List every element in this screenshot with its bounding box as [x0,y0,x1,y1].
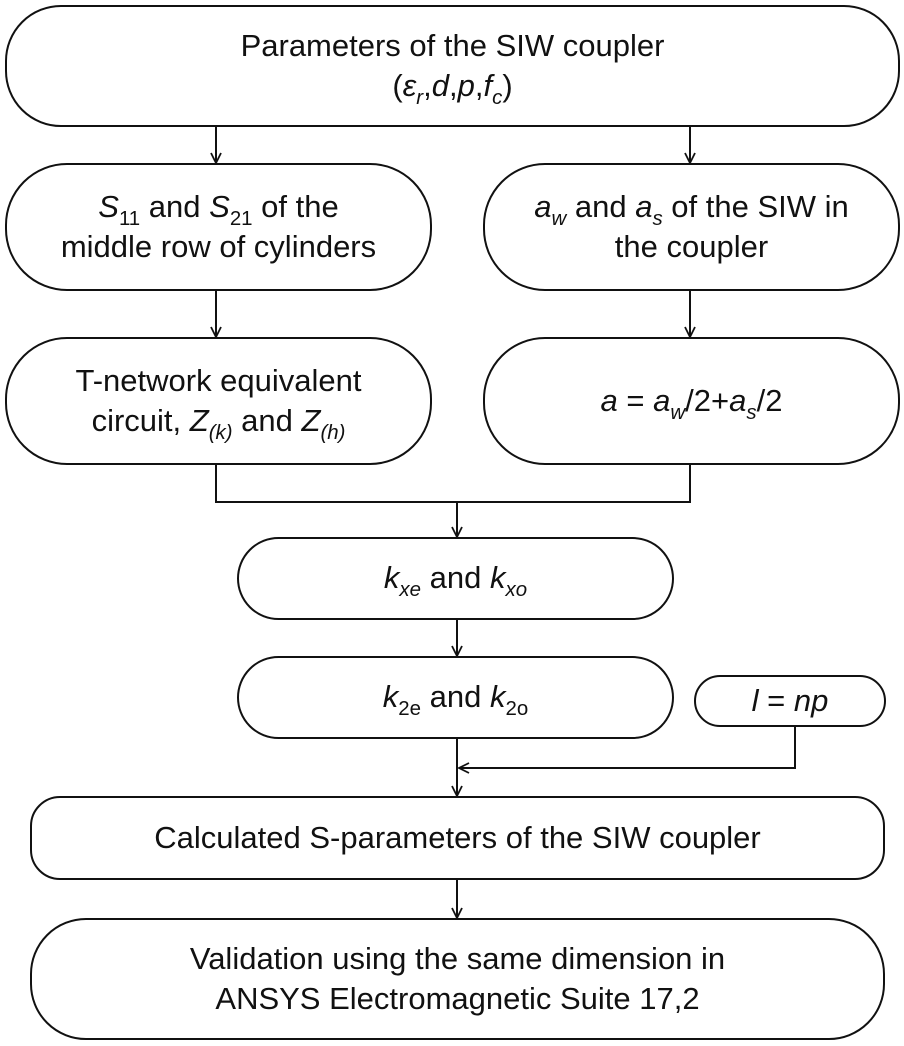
node-calculated-s-parameters: Calculated S-parameters of the SIW coupl… [30,796,885,880]
node-k2-text: k2e and k2o [382,679,529,721]
arrow-length-to-calculated [459,726,796,768]
node-s-parameters-middle-row: S11 and S21 of the middle row of cylinde… [5,163,432,291]
node-kx-text: kxe and kxo [383,560,528,602]
node-validation-line2: ANSYS Electromagnetic Suite 17,2 [215,981,700,1016]
node-coupler-length-text: l = np [751,682,829,718]
node-t-network-circuit: T-network equivalent circuit, Z(k) and Z… [5,337,432,465]
connector-merge-to-kx [215,465,691,503]
node-aw-as-line2: the coupler [614,229,769,264]
node-k2-wavenumbers: k2e and k2o [237,656,674,739]
node-aw-as-line1: aw and as of the SIW in [534,188,849,230]
node-a-formula: a = aw/2+as/2 [483,337,900,465]
node-aw-as-of-siw: aw and as of the SIW in the coupler [483,163,900,291]
node-a-formula-text: a = aw/2+as/2 [600,382,783,425]
node-t-network-line1: T-network equivalent [75,362,362,398]
node-s-parameters-line2: middle row of cylinders [60,229,377,264]
node-kx-wavenumbers: kxe and kxo [237,537,674,620]
node-siw-parameters: Parameters of the SIW coupler (εr,d,p,fc… [5,5,900,127]
node-validation-line1: Validation using the same dimension in [189,940,726,976]
node-coupler-length: l = np [694,675,886,727]
node-t-network-line2: circuit, Z(k) and Z(h) [91,403,346,445]
node-calculated-text: Calculated S-parameters of the SIW coupl… [154,819,761,855]
node-s-parameters-line1: S11 and S21 of the [98,188,339,230]
node-siw-parameters-symbols: (εr,d,p,fc) [392,68,513,110]
node-siw-parameters-title: Parameters of the SIW coupler [240,27,665,63]
node-validation-ansys: Validation using the same dimension in A… [30,918,885,1040]
